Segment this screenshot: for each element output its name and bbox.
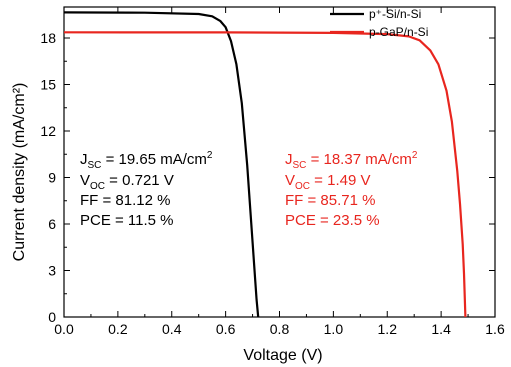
annotation-2-voc: VOC = 1.49 V — [285, 172, 370, 192]
annotation-1-voc: VOC = 0.721 V — [80, 172, 174, 192]
legend-label-series-2: p-GaP/n-Si — [369, 25, 428, 39]
annotation-1-jsc: JSC = 19.65 mA/cm2 — [80, 150, 213, 171]
x-tick-label: 1.4 — [431, 321, 451, 337]
x-tick-label: 0.2 — [108, 321, 128, 337]
series-line-2 — [63, 31, 467, 318]
legend: p⁺-Si/n-Si p-GaP/n-Si — [330, 7, 428, 39]
metrics-annotation-series-2: JSC = 18.37 mA/cm2 VOC = 1.49 V FF = 85.… — [285, 150, 418, 229]
x-tick-label: 0.6 — [216, 321, 236, 337]
x-tick-label: 1.0 — [324, 321, 344, 337]
series-line-1 — [63, 11, 260, 318]
annotation-1-pce: PCE = 11.5 % — [80, 212, 174, 229]
x-tick-label: 0.0 — [54, 321, 74, 337]
annotation-2-ff: FF = 85.71 % — [285, 192, 375, 209]
metrics-annotation-series-1: JSC = 19.65 mA/cm2 VOC = 0.721 V FF = 81… — [80, 150, 213, 229]
x-tick-label: 0.4 — [162, 321, 182, 337]
legend-label-series-1: p⁺-Si/n-Si — [369, 7, 421, 21]
y-tick-label: 6 — [48, 216, 56, 232]
y-tick-label: 3 — [48, 263, 56, 279]
annotation-2-pce: PCE = 23.5 % — [285, 212, 380, 229]
y-tick-label: 15 — [40, 77, 56, 93]
x-tick-label: 0.8 — [270, 321, 290, 337]
x-tick-label: 1.2 — [378, 321, 398, 337]
y-axis-ticks: 0 3 6 9 12 15 18 — [40, 30, 495, 325]
y-tick-label: 12 — [40, 123, 56, 139]
y-tick-label: 0 — [48, 309, 56, 325]
annotation-1-ff: FF = 81.12 % — [80, 192, 170, 209]
series-layer — [63, 11, 467, 318]
annotation-2-jsc: JSC = 18.37 mA/cm2 — [285, 150, 418, 171]
y-tick-label: 9 — [48, 170, 56, 186]
y-tick-label: 18 — [40, 30, 56, 46]
x-tick-label: 1.6 — [485, 321, 505, 337]
x-axis-ticks: 0.0 0.2 0.4 0.6 0.8 1.0 1.2 1.4 1.6 — [54, 7, 505, 337]
y-axis-label: Current density (mA/cm²) — [11, 83, 28, 262]
x-axis-label: Voltage (V) — [243, 347, 322, 364]
